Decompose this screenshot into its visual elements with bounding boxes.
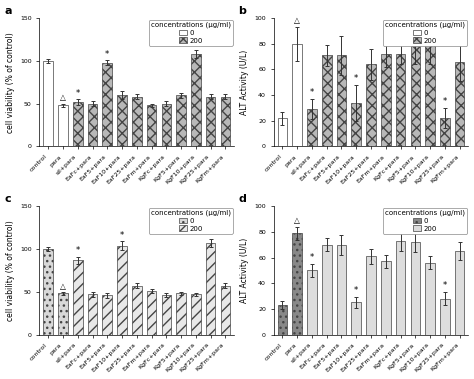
Bar <box>322 55 331 146</box>
Bar <box>440 118 450 146</box>
Bar <box>396 241 405 335</box>
Bar <box>117 95 127 146</box>
Bar <box>132 97 142 146</box>
Bar <box>44 61 53 146</box>
Bar <box>44 249 53 335</box>
Bar <box>102 295 112 335</box>
Text: △: △ <box>294 16 300 25</box>
Bar <box>191 294 201 335</box>
Bar <box>381 54 391 146</box>
Bar <box>396 54 405 146</box>
Bar <box>366 64 376 146</box>
Bar <box>206 97 215 146</box>
Bar <box>292 44 302 146</box>
Text: *: * <box>354 287 358 295</box>
Bar <box>191 54 201 146</box>
Text: a: a <box>4 6 12 16</box>
Bar <box>278 305 287 335</box>
Bar <box>410 242 420 335</box>
Legend: 0, 200: 0, 200 <box>383 208 467 234</box>
Bar <box>322 245 331 335</box>
Y-axis label: ALT Activity (U/L): ALT Activity (U/L) <box>240 50 249 115</box>
Bar <box>117 246 127 335</box>
Bar <box>206 243 215 335</box>
Text: *: * <box>76 89 80 98</box>
Text: △: △ <box>294 216 300 225</box>
Bar <box>58 293 68 335</box>
Bar <box>351 302 361 335</box>
Bar <box>278 118 287 146</box>
Bar <box>132 286 142 335</box>
Bar <box>351 103 361 146</box>
Bar <box>337 245 346 335</box>
Bar <box>162 104 171 146</box>
Text: *: * <box>443 97 447 106</box>
Text: △: △ <box>60 93 66 102</box>
Bar <box>381 262 391 335</box>
Bar <box>292 233 302 335</box>
Legend: 0, 200: 0, 200 <box>149 208 233 234</box>
Bar <box>220 97 230 146</box>
Text: *: * <box>354 74 358 83</box>
Bar <box>410 46 420 146</box>
Text: *: * <box>443 281 447 290</box>
Text: d: d <box>238 194 246 204</box>
Y-axis label: cell viability (% of control): cell viability (% of control) <box>6 220 15 321</box>
Text: *: * <box>310 253 314 262</box>
Bar <box>88 294 97 335</box>
Text: *: * <box>76 246 80 255</box>
Bar <box>220 286 230 335</box>
Legend: 0, 200: 0, 200 <box>383 20 467 45</box>
Text: *: * <box>310 88 314 97</box>
Text: *: * <box>105 50 109 59</box>
Bar <box>147 105 156 146</box>
Bar <box>176 95 186 146</box>
Text: b: b <box>238 6 246 16</box>
Bar <box>307 271 317 335</box>
Bar <box>73 102 82 146</box>
Bar <box>176 293 186 335</box>
Bar <box>88 104 97 146</box>
Bar <box>307 109 317 146</box>
Legend: 0, 200: 0, 200 <box>149 20 233 45</box>
Bar <box>425 45 435 146</box>
Text: △: △ <box>60 282 66 290</box>
Bar <box>337 55 346 146</box>
Bar <box>366 256 376 335</box>
Bar <box>162 295 171 335</box>
Text: *: * <box>209 229 213 238</box>
Bar <box>440 299 450 335</box>
Bar <box>102 63 112 146</box>
Text: c: c <box>4 194 11 204</box>
Bar <box>73 260 82 335</box>
Bar <box>425 263 435 335</box>
Bar <box>455 251 465 335</box>
Bar <box>455 62 465 146</box>
Bar <box>58 105 68 146</box>
Text: *: * <box>194 39 198 49</box>
Y-axis label: cell viability (% of control): cell viability (% of control) <box>6 32 15 133</box>
Text: *: * <box>120 231 124 240</box>
Bar <box>147 291 156 335</box>
Y-axis label: ALT Activity (U/L): ALT Activity (U/L) <box>240 238 249 303</box>
